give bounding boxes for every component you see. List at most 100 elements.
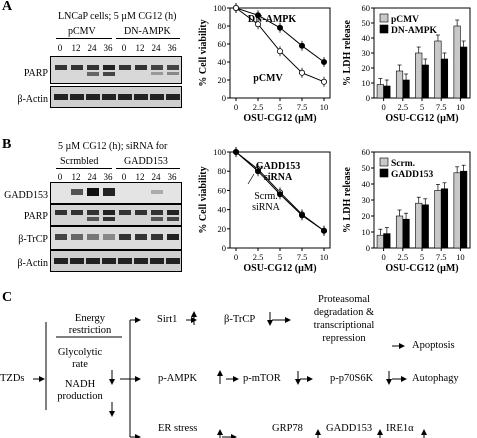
blot-a-header: LNCaP cells; 5 µM CG12 (h) (58, 11, 177, 22)
y-tick-label: 0 (222, 243, 226, 253)
pathway-autophagy: Autophagy (412, 373, 459, 384)
pathway-nadh-2: production (57, 391, 103, 402)
lane-label: 0 (57, 43, 63, 53)
bar (415, 202, 423, 249)
pathway-grp78: GRP78 (272, 423, 303, 434)
pathway-arrows (33, 311, 427, 438)
y-tick-label: 10 (362, 227, 371, 237)
band-label-gadd153-b: GADD153 (4, 190, 48, 201)
blot-a-parp (50, 56, 182, 84)
blot-b-actin (50, 250, 182, 272)
x-tick-label: 7.5 (297, 102, 308, 112)
y-tick-label: 20 (218, 224, 227, 234)
y-tick-label: 0 (366, 93, 370, 103)
y-axis-label: % LDH release (342, 19, 353, 85)
panel-letter-a: A (2, 0, 13, 14)
lane-label: 36 (167, 172, 177, 182)
legend-label: pCMV (391, 15, 419, 25)
x-tick-label: 7.5 (297, 252, 308, 262)
data-point (277, 191, 284, 198)
blot-b-group-1-line (56, 168, 112, 169)
legend-swatch (379, 24, 389, 34)
series-label-dn-ampk: DN-AMPK (248, 14, 297, 25)
x-tick-label: 0 (234, 252, 238, 262)
blot-b-parp (50, 204, 182, 226)
annotation-scrm: Scrm. (254, 191, 278, 202)
x-tick-label: 0 (234, 102, 238, 112)
legend-swatch (379, 157, 389, 167)
pathway-btrcp: β-TrCP (224, 314, 256, 325)
lane-label: 0 (121, 172, 127, 182)
x-tick-label: 5 (278, 252, 282, 262)
band-label-parp-b: PARP (23, 211, 48, 222)
lane-label: 0 (57, 172, 63, 182)
blot-a-parp-bands (55, 65, 179, 76)
data-point (277, 48, 284, 55)
data-point (320, 227, 327, 234)
data-point (299, 69, 306, 76)
y-tick-label: 40 (218, 57, 227, 67)
pathway-ire1a: IRE1α (386, 423, 414, 434)
blot-a-actin-bands (54, 94, 180, 100)
x-axis-label: OSU-CG12 (µM) (243, 113, 316, 124)
lane-label: 36 (167, 43, 177, 53)
y-tick-label: 80 (218, 166, 227, 176)
y-tick-label: 30 (362, 48, 371, 58)
band-label-btrcp-b: β-TrCP (18, 234, 48, 245)
series-label-pcmv: pCMV (253, 73, 283, 84)
x-axis-label: OSU-CG12 (µM) (243, 263, 316, 274)
x-tick-label: 5 (420, 102, 424, 112)
pathway-sirt1: Sirt1 (157, 314, 178, 325)
x-tick-label: 10 (320, 252, 329, 262)
x-tick-label: 0 (381, 252, 385, 262)
data-point (299, 42, 306, 49)
data-point (277, 24, 284, 31)
bar (440, 188, 449, 249)
legend-label: DN-AMPK (391, 26, 438, 36)
y-axis-label: % Cell viability (198, 166, 209, 233)
lane-label: 24 (87, 172, 97, 182)
blot-a-group-1: pCMV (68, 26, 96, 37)
pathway-energy-1: Energy (74, 313, 106, 324)
lane-label: 12 (71, 43, 81, 53)
x-tick-label: 10 (456, 252, 465, 262)
x-tick-label: 2.5 (397, 252, 408, 262)
annotation-gadd153: GADD153 (256, 161, 300, 172)
bar (440, 58, 449, 99)
bar (460, 170, 468, 249)
pathway-prot-2: degradation & (313, 307, 375, 318)
bar (402, 79, 410, 99)
legend-swatch (379, 168, 389, 178)
lane-label: 36 (103, 43, 113, 53)
data-point (299, 212, 306, 219)
data-point (255, 168, 262, 175)
y-tick-label: 60 (362, 147, 371, 157)
y-tick-label: 60 (218, 39, 227, 49)
data-point (255, 21, 262, 28)
pathway-nadh-1: NADH (64, 379, 96, 390)
band-label-parp-a: PARP (23, 68, 48, 79)
bar (415, 52, 423, 99)
data-point (233, 148, 240, 155)
x-tick-label: 10 (456, 102, 465, 112)
blot-a-group-1-line (56, 38, 112, 39)
panel-letter-b: B (2, 137, 12, 152)
pathway-glyco-1: Glycolytic (57, 347, 103, 358)
pathway-energy-2: restriction (68, 325, 112, 336)
bar (434, 40, 442, 99)
y-tick-label: 20 (362, 63, 371, 73)
y-tick-label: 20 (218, 75, 227, 85)
bar (421, 64, 429, 99)
blot-a-actin (50, 86, 182, 108)
x-tick-label: 2.5 (253, 102, 264, 112)
lane-label: 12 (71, 172, 81, 182)
y-tick-label: 60 (218, 185, 227, 195)
lane-label: 12 (135, 43, 145, 53)
x-axis-label: OSU-CG12 (µM) (385, 263, 458, 274)
bar (395, 215, 404, 249)
pathway-apoptosis: Apoptosis (412, 340, 455, 351)
y-tick-label: 0 (222, 93, 226, 103)
lane-label: 24 (151, 172, 161, 182)
